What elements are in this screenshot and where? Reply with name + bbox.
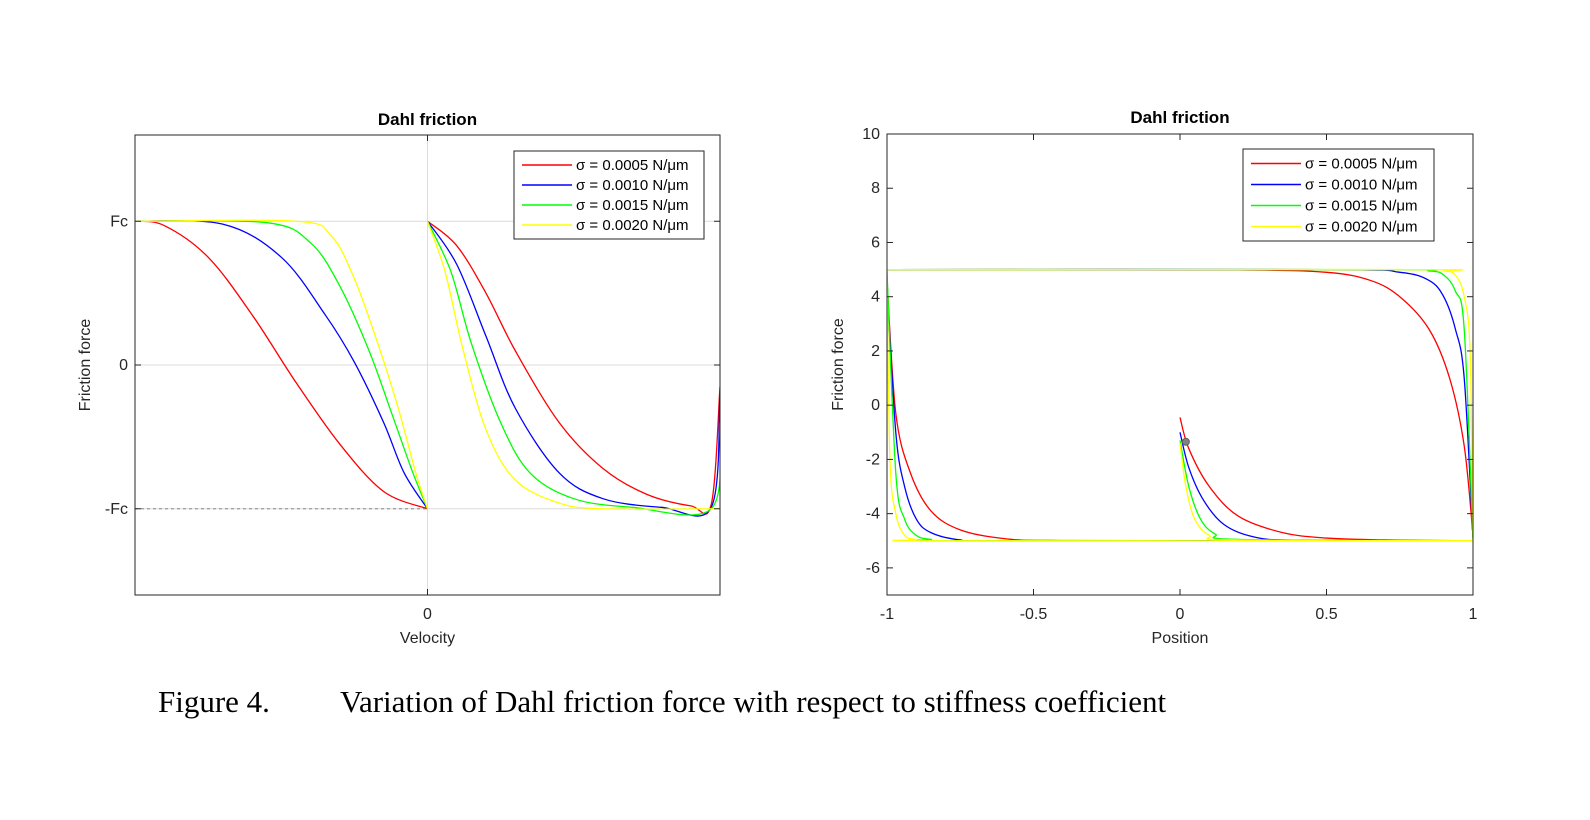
- series-1-branch-left-line: [135, 220, 428, 510]
- series-1-initial-line: [1179, 417, 1473, 542]
- series-3-branch-left-line: [135, 220, 429, 509]
- series-3-branch-right-line: [426, 220, 720, 516]
- series-4-branch-left-line: [135, 219, 429, 509]
- series-4-initial-line: [1179, 443, 1473, 542]
- legend-entry-1: σ = 0.0005 N/μm: [1305, 156, 1418, 173]
- series-1-top-line: [887, 268, 1473, 536]
- x-tick-label-4: 1: [1469, 606, 1478, 623]
- series-3-initial-line: [1179, 440, 1473, 542]
- x-tick-label-2: 0: [1176, 606, 1185, 623]
- x-tick-label-0: 0: [423, 606, 432, 623]
- y-tick-label-0: Fc: [110, 213, 128, 230]
- caption-label: Figure 4.: [158, 684, 270, 719]
- y-axis-label: Friction force: [77, 319, 94, 412]
- series-1-branch-right-line: [427, 220, 720, 515]
- legend-entry-1: σ = 0.0005 N/μm: [576, 157, 689, 174]
- legend-entry-4: σ = 0.0020 N/μm: [576, 217, 689, 234]
- y-tick-label-5: 0: [871, 397, 880, 414]
- legend-box: [1242, 148, 1435, 242]
- legend: σ = 0.0005 N/μm σ = 0.0010 N/μm σ = 0.0015…: [513, 150, 705, 240]
- chart-title: Dahl friction: [378, 110, 477, 129]
- chart-panel-1: 0 Fc 0 -Fc Dahl friction Velocity Friction for…: [77, 110, 721, 647]
- x-tick-label-0: -1: [880, 606, 894, 623]
- x-tick-label-1: -0.5: [1020, 606, 1048, 623]
- series-group: [887, 268, 1473, 542]
- legend-entry-2: σ = 0.0010 N/μm: [576, 177, 689, 194]
- series-4-branch-right-line: [426, 221, 720, 510]
- series-3-bottom-line: [887, 272, 1473, 542]
- y-tick-label-4: 2: [871, 343, 880, 360]
- y-tick-label-1: 8: [871, 180, 880, 197]
- figure-caption: Figure 4. Variation of Dahl friction forc…: [158, 684, 1166, 720]
- series-4-bottom-line: [887, 269, 1473, 542]
- series-3-top-line: [887, 268, 1473, 540]
- y-tick-label-6: -2: [866, 451, 880, 468]
- series-4-top-line: [887, 268, 1473, 541]
- y-axis-label: Friction force: [830, 318, 847, 411]
- y-tick-label-2: 6: [871, 234, 880, 251]
- y-tick-label-7: -4: [866, 506, 880, 523]
- y-tick-label-8: -6: [866, 560, 880, 577]
- y-tick-label-0: 10: [862, 126, 880, 143]
- series-1-bottom-line: [887, 280, 1473, 542]
- y-tick-label-1: 0: [119, 357, 128, 374]
- series-2-bottom-line: [887, 285, 1473, 542]
- series-2-branch-right-line: [426, 220, 720, 517]
- start-point-marker: [1181, 437, 1190, 446]
- y-tick-label-3: 4: [871, 289, 880, 306]
- legend-entry-3: σ = 0.0015 N/μm: [1305, 198, 1418, 215]
- legend-entry-4: σ = 0.0020 N/μm: [1305, 219, 1418, 236]
- x-axis-label: Velocity: [400, 630, 455, 647]
- caption-text: Variation of Dahl friction force with re…: [340, 684, 1167, 719]
- y-tick-label-2: -Fc: [105, 501, 128, 518]
- series-2-top-line: [887, 268, 1473, 539]
- chart-title: Dahl friction: [1130, 108, 1229, 127]
- legend-entry-3: σ = 0.0015 N/μm: [576, 197, 689, 214]
- x-tick-label-3: 0.5: [1315, 606, 1337, 623]
- series-2-branch-left-line: [135, 219, 429, 510]
- legend-entry-2: σ = 0.0010 N/μm: [1305, 177, 1418, 194]
- series-2-initial-line: [1179, 432, 1473, 542]
- legend: σ = 0.0005 N/μm σ = 0.0010 N/μm σ = 0.0015…: [1242, 148, 1435, 242]
- x-axis-label: Position: [1152, 630, 1209, 647]
- chart-panel-2: -1 -0.5 0 0.5 1 10 8 6 4 2 0 -2 -4 -6 Dahl friction Pos…: [830, 108, 1478, 647]
- series-group: [135, 219, 720, 517]
